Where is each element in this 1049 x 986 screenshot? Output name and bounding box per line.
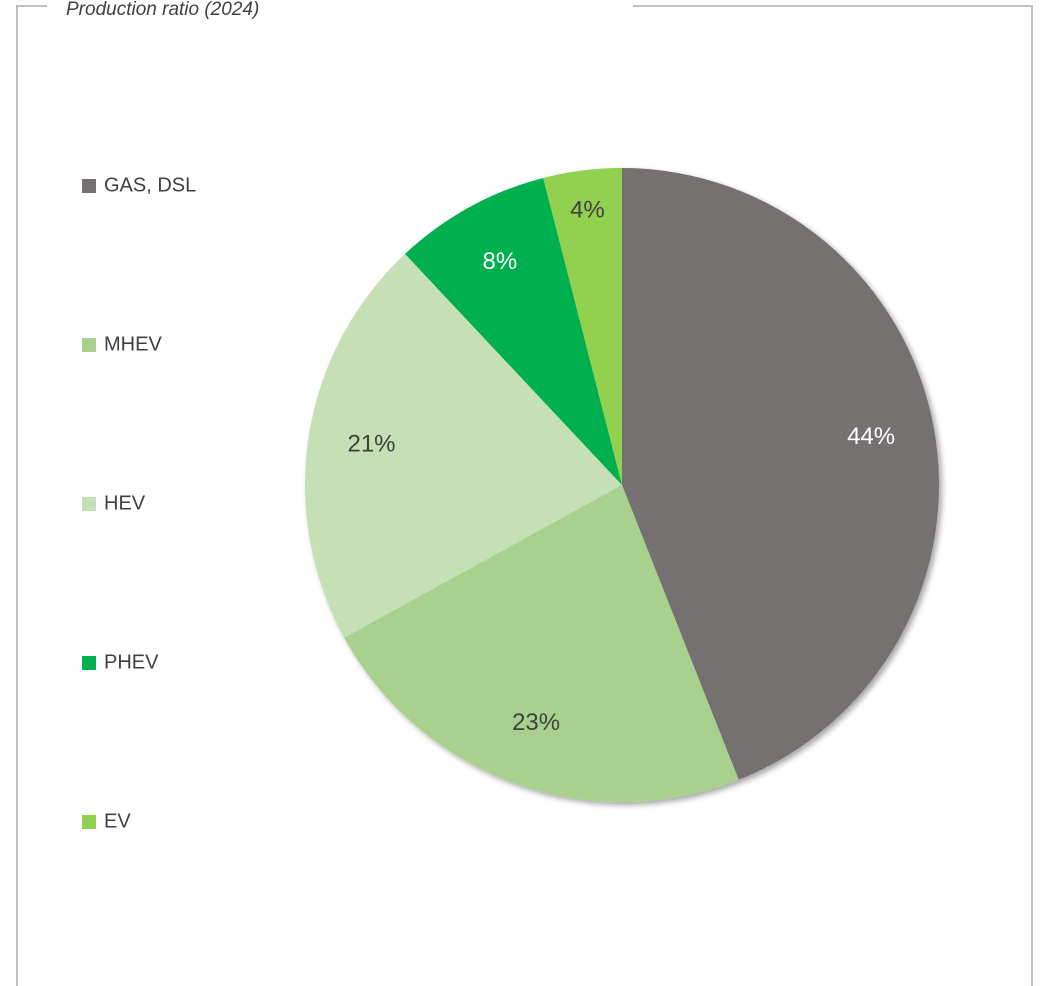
legend-label: MHEV [104, 333, 162, 355]
pie-slice [344, 485, 739, 803]
pie-slice [404, 177, 622, 485]
data-label: 8% [482, 248, 517, 275]
legend-label: EV [104, 810, 131, 832]
legend-swatch [82, 179, 96, 193]
legend-label: GAS, DSL [104, 174, 196, 196]
legend-swatch [82, 656, 96, 670]
pie [305, 168, 939, 803]
chart-title: Production ratio (2024) [66, 0, 259, 20]
data-label: 4% [570, 197, 605, 224]
frame [16, 5, 1033, 986]
legend-swatch [82, 338, 96, 352]
legend-swatch [82, 497, 96, 511]
pie-slice [543, 168, 622, 485]
data-label: 23% [512, 709, 560, 736]
legend-label: PHEV [104, 651, 159, 673]
data-label: 21% [347, 431, 395, 458]
legend-label: HEV [104, 492, 146, 514]
pie-slice [305, 253, 622, 638]
pie-slice [622, 168, 939, 780]
data-label: 44% [847, 423, 895, 450]
legend-swatch [82, 815, 96, 829]
